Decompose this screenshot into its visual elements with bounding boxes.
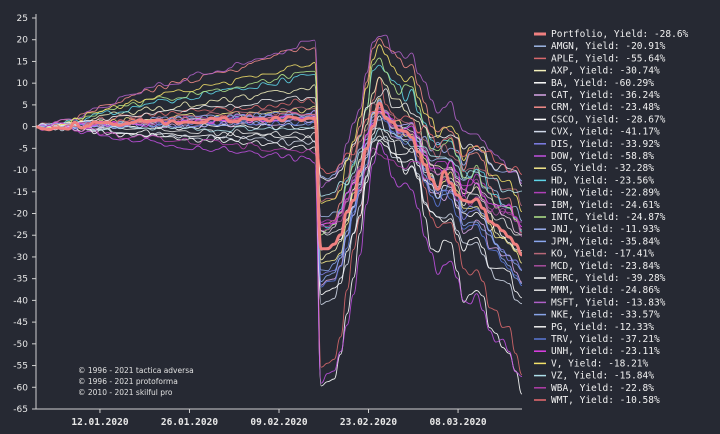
y-tick-label: 0: [22, 123, 28, 133]
legend-label: IBM, Yield: -24.61%: [551, 200, 660, 211]
legend-label: TRV, Yield: -37.21%: [551, 334, 660, 345]
legend-label: CRM, Yield: -23.48%: [551, 102, 660, 113]
series-line-3: [35, 76, 523, 261]
y-tick-label: -60: [13, 383, 28, 393]
series-line-22: [35, 34, 523, 189]
legend-label: JNJ, Yield: -11.93%: [551, 224, 660, 235]
series-line-12: [35, 64, 523, 232]
y-tick-label: 25: [17, 14, 28, 24]
legend-label: NKE, Yield: -33.57%: [551, 310, 660, 321]
y-tick-label: -65: [13, 405, 28, 415]
y-tick-label: -15: [13, 188, 28, 198]
legend-label: WBA, Yield: -22.8%: [551, 383, 654, 394]
series-line-20: [35, 123, 523, 299]
legend-label: JPM, Yield: -35.84%: [551, 236, 660, 247]
series-line-6: [35, 38, 523, 234]
y-tick-label: -20: [13, 210, 28, 220]
y-tick-label: -50: [13, 340, 28, 350]
legend-label: UNH, Yield: -23.11%: [551, 346, 660, 357]
copyright-line-3: © 2010 - 2021 skilful pro: [78, 388, 173, 397]
y-tick-label: -5: [19, 144, 28, 154]
legend-label: MCD, Yield: -23.84%: [551, 261, 660, 272]
legend-label: Portfolio, Yield: -28.6%: [551, 29, 689, 40]
legend-label: BA, Yield: -60.29%: [551, 78, 654, 89]
legend-label: HON, Yield: -22.89%: [551, 188, 660, 199]
legend-label: DIS, Yield: -33.92%: [551, 139, 660, 150]
legend-label: CAT, Yield: -36.24%: [551, 90, 660, 101]
legend-label: MERC, Yield: -39.28%: [551, 273, 666, 284]
y-tick-label: 10: [17, 79, 29, 89]
y-tick-label: -55: [13, 362, 28, 372]
y-tick-label: -25: [13, 231, 28, 241]
legend-label: MMM, Yield: -24.86%: [551, 285, 660, 296]
x-tick-label: 09.02.2020: [250, 417, 307, 428]
y-tick-label: -40: [13, 296, 28, 306]
y-tick-label: 20: [17, 36, 29, 46]
y-axis: 25 20 15 10 5 0 -5 -10 -15 -20 -25 -30 -35 -40 -45 -50 -…: [13, 14, 37, 415]
y-tick-label: -10: [13, 166, 28, 176]
legend-label: PG, Yield: -12.33%: [551, 322, 654, 333]
series-line-8: [36, 124, 523, 305]
legend-label: KO, Yield: -17.41%: [551, 249, 654, 260]
series-line-27: [35, 44, 523, 213]
legend: Portfolio, Yield: -28.6%AMGN, Yield: -20…: [534, 29, 689, 406]
y-tick-label: 5: [22, 101, 28, 111]
series-line-0: [35, 101, 523, 257]
series-line-28: [35, 123, 523, 197]
legend-label: GS, Yield: -32.28%: [551, 163, 654, 174]
series-line-10: [35, 125, 523, 384]
y-tick-label: -30: [13, 253, 28, 263]
plot-lines: [35, 34, 523, 395]
legend-label: CSCO, Yield: -28.67%: [551, 114, 666, 125]
legend-label: CVX, Yield: -41.17%: [551, 127, 660, 138]
legend-label: DOW, Yield: -58.8%: [551, 151, 654, 162]
series-line-7: [35, 124, 523, 252]
x-axis: 12.01.2020 26.01.2020 09.02.2020 23.02.2020…: [36, 408, 522, 428]
series-line-4: [35, 115, 523, 395]
legend-label: VZ, Yield: -15.84%: [551, 371, 654, 382]
y-tick-label: 15: [17, 57, 28, 67]
x-tick-label: 12.01.2020: [71, 417, 128, 428]
series-line-24: [35, 88, 523, 187]
x-tick-label: 23.02.2020: [340, 417, 397, 428]
legend-label: APLE, Yield: -55.64%: [551, 53, 666, 64]
legend-label: WMT, Yield: -10.58%: [551, 395, 660, 406]
legend-label: MSFT, Yield: -13.83%: [551, 297, 666, 308]
legend-label: AXP, Yield: -30.74%: [551, 66, 660, 77]
x-tick-label: 08.03.2020: [429, 417, 486, 428]
legend-label: V, Yield: -18.21%: [551, 358, 649, 369]
series-line-18: [35, 102, 523, 207]
series-line-30: [35, 110, 523, 175]
legend-label: INTC, Yield: -24.87%: [551, 212, 666, 223]
copyright-line-2: © 1996 - 2021 protoforma: [78, 377, 178, 386]
y-tick-label: -45: [13, 318, 28, 328]
series-line-15: [35, 57, 523, 236]
legend-label: AMGN, Yield: -20.91%: [551, 41, 666, 52]
copyright-line-1: © 1996 - 2021 tactica adversa: [78, 366, 194, 375]
y-tick-label: -35: [13, 275, 28, 285]
legend-label: HD, Yield: -23.56%: [551, 175, 654, 186]
x-tick-label: 26.01.2020: [161, 417, 218, 428]
